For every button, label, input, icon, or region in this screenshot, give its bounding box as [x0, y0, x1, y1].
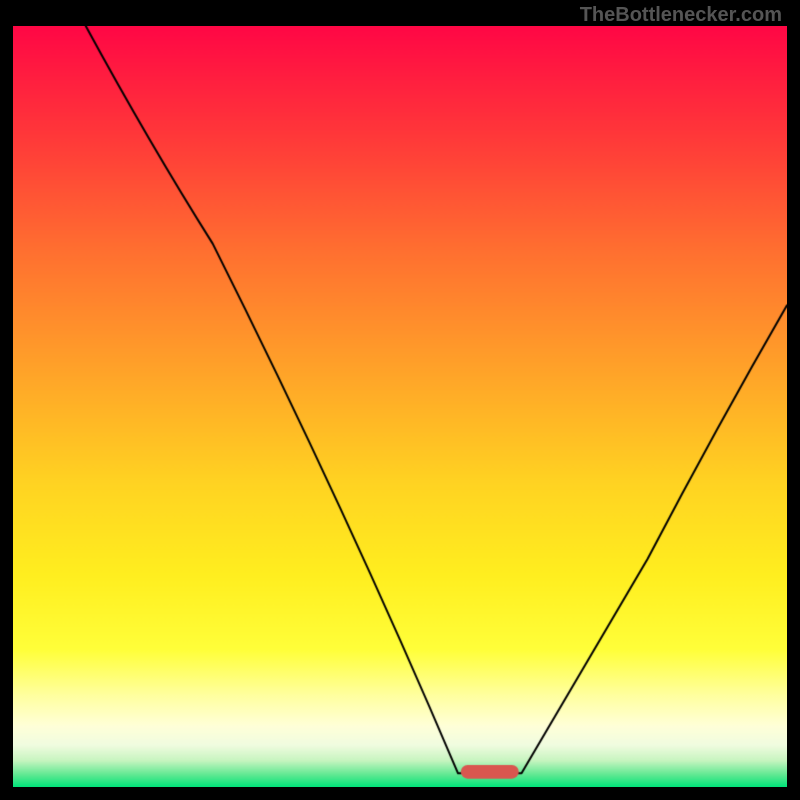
attribution-text: TheBottlenecker.com: [580, 4, 782, 27]
chart-canvas: [13, 26, 787, 787]
chart-plot-area: [13, 26, 787, 787]
